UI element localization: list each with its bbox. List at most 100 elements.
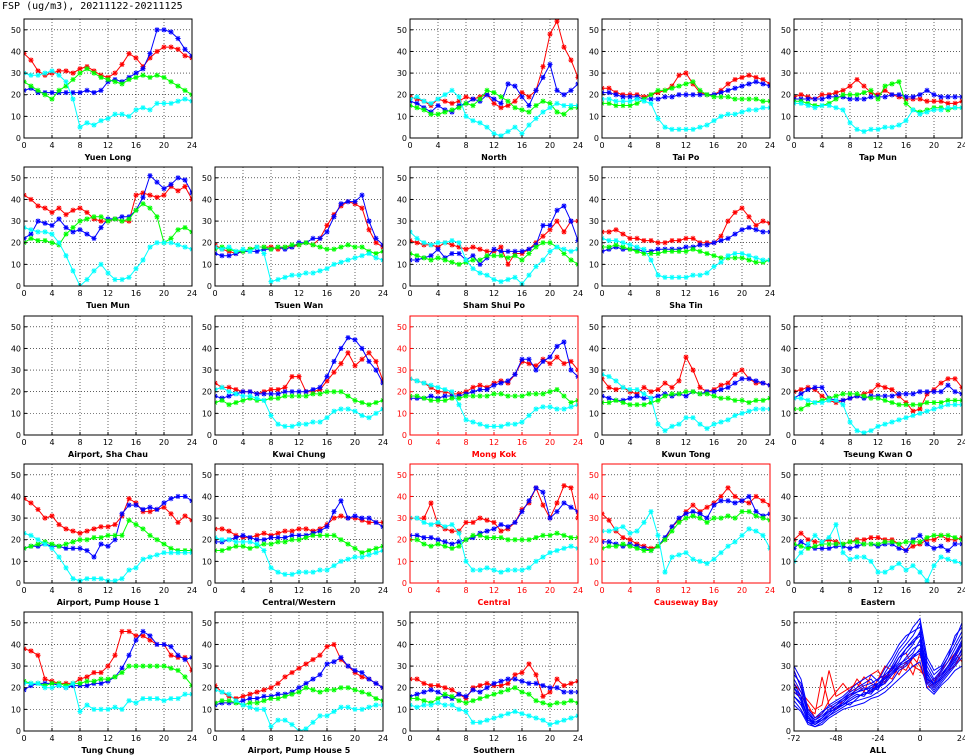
x-tick-label: 0: [21, 734, 26, 743]
y-tick-label: 40: [397, 195, 407, 204]
x-tick-label: 16: [322, 289, 332, 298]
x-tick-label: 0: [21, 289, 26, 298]
data-point-marker: [219, 526, 225, 532]
data-point-marker: [42, 676, 48, 682]
data-point-marker: [662, 428, 668, 434]
data-point-marker: [854, 96, 860, 102]
data-point-marker: [70, 268, 76, 274]
data-point-marker: [42, 515, 48, 521]
data-point-marker: [561, 92, 567, 98]
data-point-marker: [428, 521, 434, 528]
data-point-marker: [512, 248, 518, 254]
data-point-marker: [903, 391, 909, 397]
data-point-marker: [324, 378, 330, 384]
data-point-marker: [491, 680, 497, 686]
data-point-marker: [338, 345, 344, 352]
data-point-marker: [540, 257, 546, 263]
data-point-marker: [704, 250, 710, 257]
data-point-marker: [147, 205, 153, 211]
data-point-marker: [254, 395, 260, 401]
data-point-marker: [606, 85, 612, 91]
y-tick-label: 40: [202, 640, 212, 649]
data-point-marker: [91, 576, 97, 582]
x-tick-label: 0: [407, 586, 412, 595]
data-point-marker: [746, 509, 752, 515]
data-point-marker: [676, 83, 682, 89]
data-point-marker: [655, 532, 661, 538]
data-point-marker: [119, 511, 125, 517]
data-point-marker: [805, 541, 811, 547]
data-point-marker: [35, 218, 41, 224]
data-point-marker: [112, 537, 118, 543]
y-tick-label: 30: [589, 514, 599, 523]
data-point-marker: [840, 87, 846, 93]
data-point-marker: [449, 100, 455, 106]
data-point-marker: [760, 229, 766, 235]
data-point-marker: [112, 276, 118, 283]
data-point-marker: [519, 509, 525, 515]
data-point-marker: [261, 698, 267, 704]
data-point-marker: [289, 373, 295, 380]
data-point-marker: [352, 513, 358, 519]
data-point-marker: [112, 70, 118, 76]
data-point-marker: [938, 554, 944, 560]
data-point-marker: [56, 205, 62, 211]
data-point-marker: [268, 386, 274, 393]
y-tick-label: 20: [11, 388, 21, 397]
data-point-marker: [470, 687, 476, 693]
data-point-marker: [840, 541, 846, 547]
data-point-marker: [366, 227, 372, 233]
data-point-marker: [324, 222, 330, 229]
data-point-marker: [182, 46, 188, 52]
data-point-marker: [519, 89, 525, 96]
data-point-marker: [568, 102, 574, 109]
data-point-marker: [627, 530, 633, 536]
data-point-marker: [477, 719, 483, 725]
data-point-marker: [140, 663, 146, 669]
y-tick-label: 40: [781, 47, 791, 56]
data-point-marker: [477, 689, 483, 695]
data-point-marker: [669, 85, 675, 91]
data-point-marker: [338, 361, 344, 367]
data-point-marker: [91, 706, 97, 712]
data-point-marker: [868, 558, 874, 564]
data-point-marker: [840, 550, 846, 556]
data-point-marker: [498, 713, 504, 719]
data-point-marker: [896, 560, 902, 567]
station-label: Kwai Chung: [272, 450, 325, 459]
data-point-marker: [366, 691, 372, 697]
data-point-marker: [498, 100, 504, 106]
data-point-marker: [484, 423, 490, 429]
data-point-marker: [725, 87, 731, 93]
data-point-marker: [161, 663, 167, 669]
data-point-marker: [84, 547, 90, 554]
data-point-marker: [226, 545, 232, 551]
data-point-marker: [648, 509, 654, 515]
y-tick-label: 50: [11, 174, 21, 183]
data-point-marker: [903, 100, 909, 106]
y-tick-label: 0: [16, 579, 21, 588]
data-point-marker: [435, 240, 441, 246]
x-tick-label: 8: [655, 289, 660, 298]
x-tick-label: 12: [489, 586, 499, 595]
data-point-marker: [753, 528, 759, 534]
data-point-marker: [725, 395, 731, 401]
data-point-marker: [819, 96, 825, 102]
data-point-marker: [725, 513, 731, 519]
data-point-marker: [739, 227, 745, 233]
x-tick-label: 8: [268, 586, 273, 595]
data-point-marker: [533, 263, 539, 270]
data-point-marker: [882, 397, 888, 403]
y-tick-label: 0: [786, 431, 791, 440]
x-tick-label: 12: [681, 141, 691, 150]
x-tick-label: 8: [655, 141, 660, 150]
data-point-marker: [620, 244, 626, 250]
y-tick-label: 40: [11, 47, 21, 56]
data-point-marker: [219, 537, 225, 543]
x-tick-label: 0: [21, 438, 26, 447]
data-point-marker: [182, 550, 188, 556]
data-point-marker: [119, 706, 125, 712]
data-point-marker: [161, 27, 167, 33]
data-point-marker: [683, 550, 689, 556]
